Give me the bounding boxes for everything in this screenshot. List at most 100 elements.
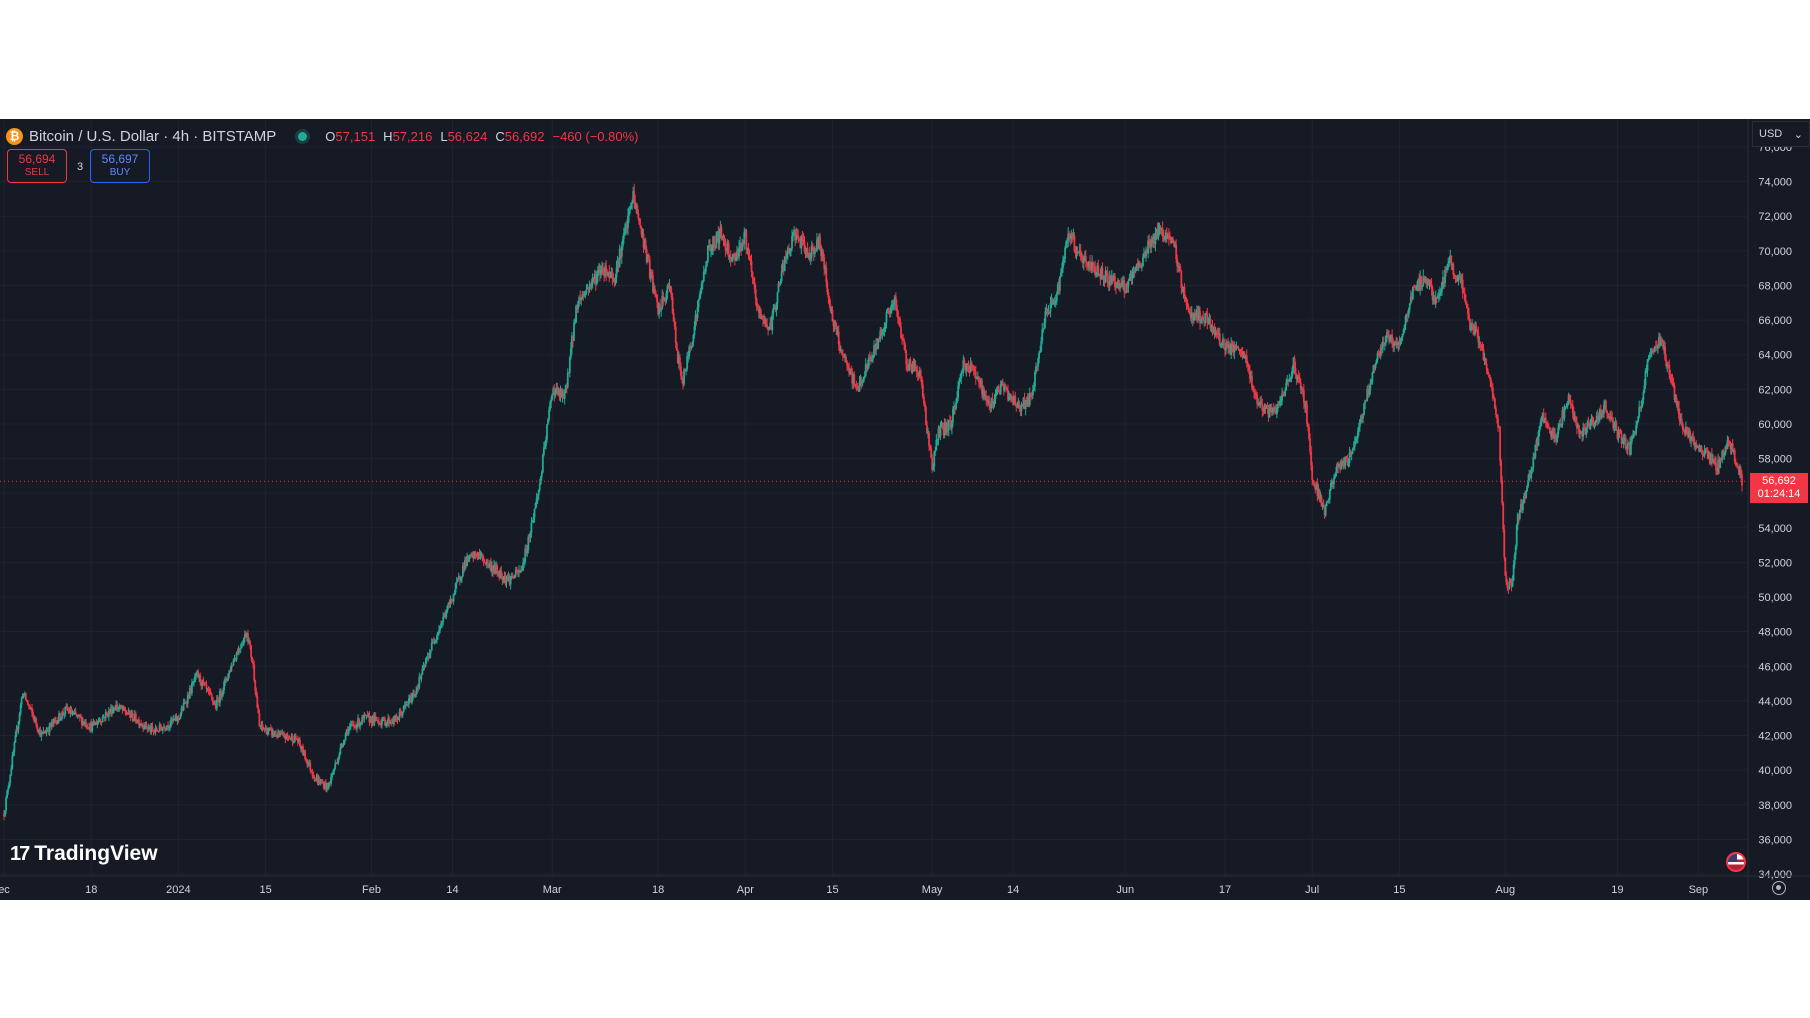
candle-body [454,583,457,593]
candle-body [1402,329,1405,334]
candle-body [617,261,620,267]
candle-body [46,730,49,732]
candle-body [1740,469,1742,475]
candle-body [863,375,866,377]
candle-body [1340,462,1343,470]
candle-body [1613,424,1616,429]
candle-body [1657,345,1659,348]
candle-body [1067,234,1070,241]
candle-body [456,579,459,582]
candle-body [473,551,476,559]
y-tick-label: 68,000 [1758,280,1792,292]
settings-icon[interactable] [1772,881,1786,895]
candle-body [563,392,566,399]
candle-body [953,406,955,409]
candle-body [297,739,300,743]
candle-body [932,466,935,470]
candle-body [71,713,74,715]
chart-panel[interactable]: 34,000 36,000 38,000 40,000 42,000 44,000 46,0… [0,119,1810,900]
candle-body [1265,407,1268,409]
candle-body [784,256,787,259]
candle-body [1470,329,1472,331]
candle-body [1342,460,1345,465]
candle-body [1523,496,1525,503]
candle-body [1451,264,1454,266]
buy-label: BUY [109,167,131,178]
candle-body [1121,283,1124,287]
candle-body [1661,339,1663,342]
candle-body [856,386,859,388]
candle-body [335,762,338,764]
candle-body [936,439,939,441]
candle-body [3,813,5,817]
us-flag-icon[interactable] [1726,852,1746,872]
tradingview-logo[interactable]: 17 TradingView [10,842,158,866]
candle-body [486,560,489,564]
candle-body [641,233,644,235]
candle-body [282,732,285,734]
candle-body [478,552,481,557]
candle-body [925,407,927,426]
candle-body [78,714,81,718]
y-tick-label: 62,000 [1758,384,1792,396]
candle-body [578,297,581,302]
candle-body [1715,462,1717,471]
currency-select[interactable]: USD ⌄ [1752,121,1810,147]
candle-body [1465,303,1468,309]
candle-body [502,579,505,581]
candle-body [550,399,553,403]
time-axis[interactable]: ec 18 2024 15 Feb 14 Mar 18 Apr 15 May 14 Jun 17 Jul 15… [0,875,1810,896]
candle-body [1458,276,1461,278]
symbol-title[interactable]: Bitcoin / U.S. Dollar · 4h · BITSTAMP [29,127,277,145]
candle-body [620,246,623,257]
candle-body [644,240,647,249]
candle-body [1314,485,1317,490]
candle-body [921,384,924,397]
candle-body [1584,428,1587,435]
candle-body [879,330,882,340]
candle-body [188,687,191,698]
candle-body [62,711,65,715]
candle-body [459,578,462,581]
candle-body [266,731,269,735]
candle-body [1683,430,1686,435]
candle-body [242,638,245,644]
candle-body [1088,261,1090,267]
candle-body [579,297,582,300]
candle-body [1187,307,1190,313]
candle-body [980,380,982,385]
candle-body [836,331,839,336]
candle-body [1454,274,1457,277]
sell-button[interactable]: 56,694 SELL [7,149,67,183]
candle-body [808,253,811,260]
candle-body [740,243,743,251]
candle-body [1413,286,1415,288]
price-axis[interactable]: 34,00036,00038,00040,00042,00044,00046,0… [1747,119,1792,900]
candle-body [273,730,275,735]
candle-body [691,341,694,347]
candle-body [741,242,744,251]
candle-body [1238,348,1241,351]
candle-body [1079,250,1082,257]
candle-body [1093,265,1096,267]
candle-body [108,710,111,713]
candle-body [499,570,502,578]
y-tick-label: 66,000 [1758,315,1792,327]
buy-button[interactable]: 56,697 BUY [90,149,150,183]
candle-body [1400,337,1403,339]
candle-body [524,548,527,562]
candle-body [1643,385,1646,393]
candle-body [902,338,905,341]
candle-body [1585,427,1588,435]
candle-body [781,263,784,272]
chart-legend[interactable]: ₿ Bitcoin / U.S. Dollar · 4h · BITSTAMP … [6,125,639,147]
candle-body [63,713,66,715]
candle-body [362,716,365,719]
candle-body [284,737,287,739]
candle-body [1408,303,1411,310]
price-chart[interactable]: 34,00036,00038,00040,00042,00044,00046,0… [0,119,1810,900]
candle-body [1219,344,1222,346]
candle-body [801,236,804,240]
candle-body [70,709,73,714]
candle-body [1513,555,1516,565]
